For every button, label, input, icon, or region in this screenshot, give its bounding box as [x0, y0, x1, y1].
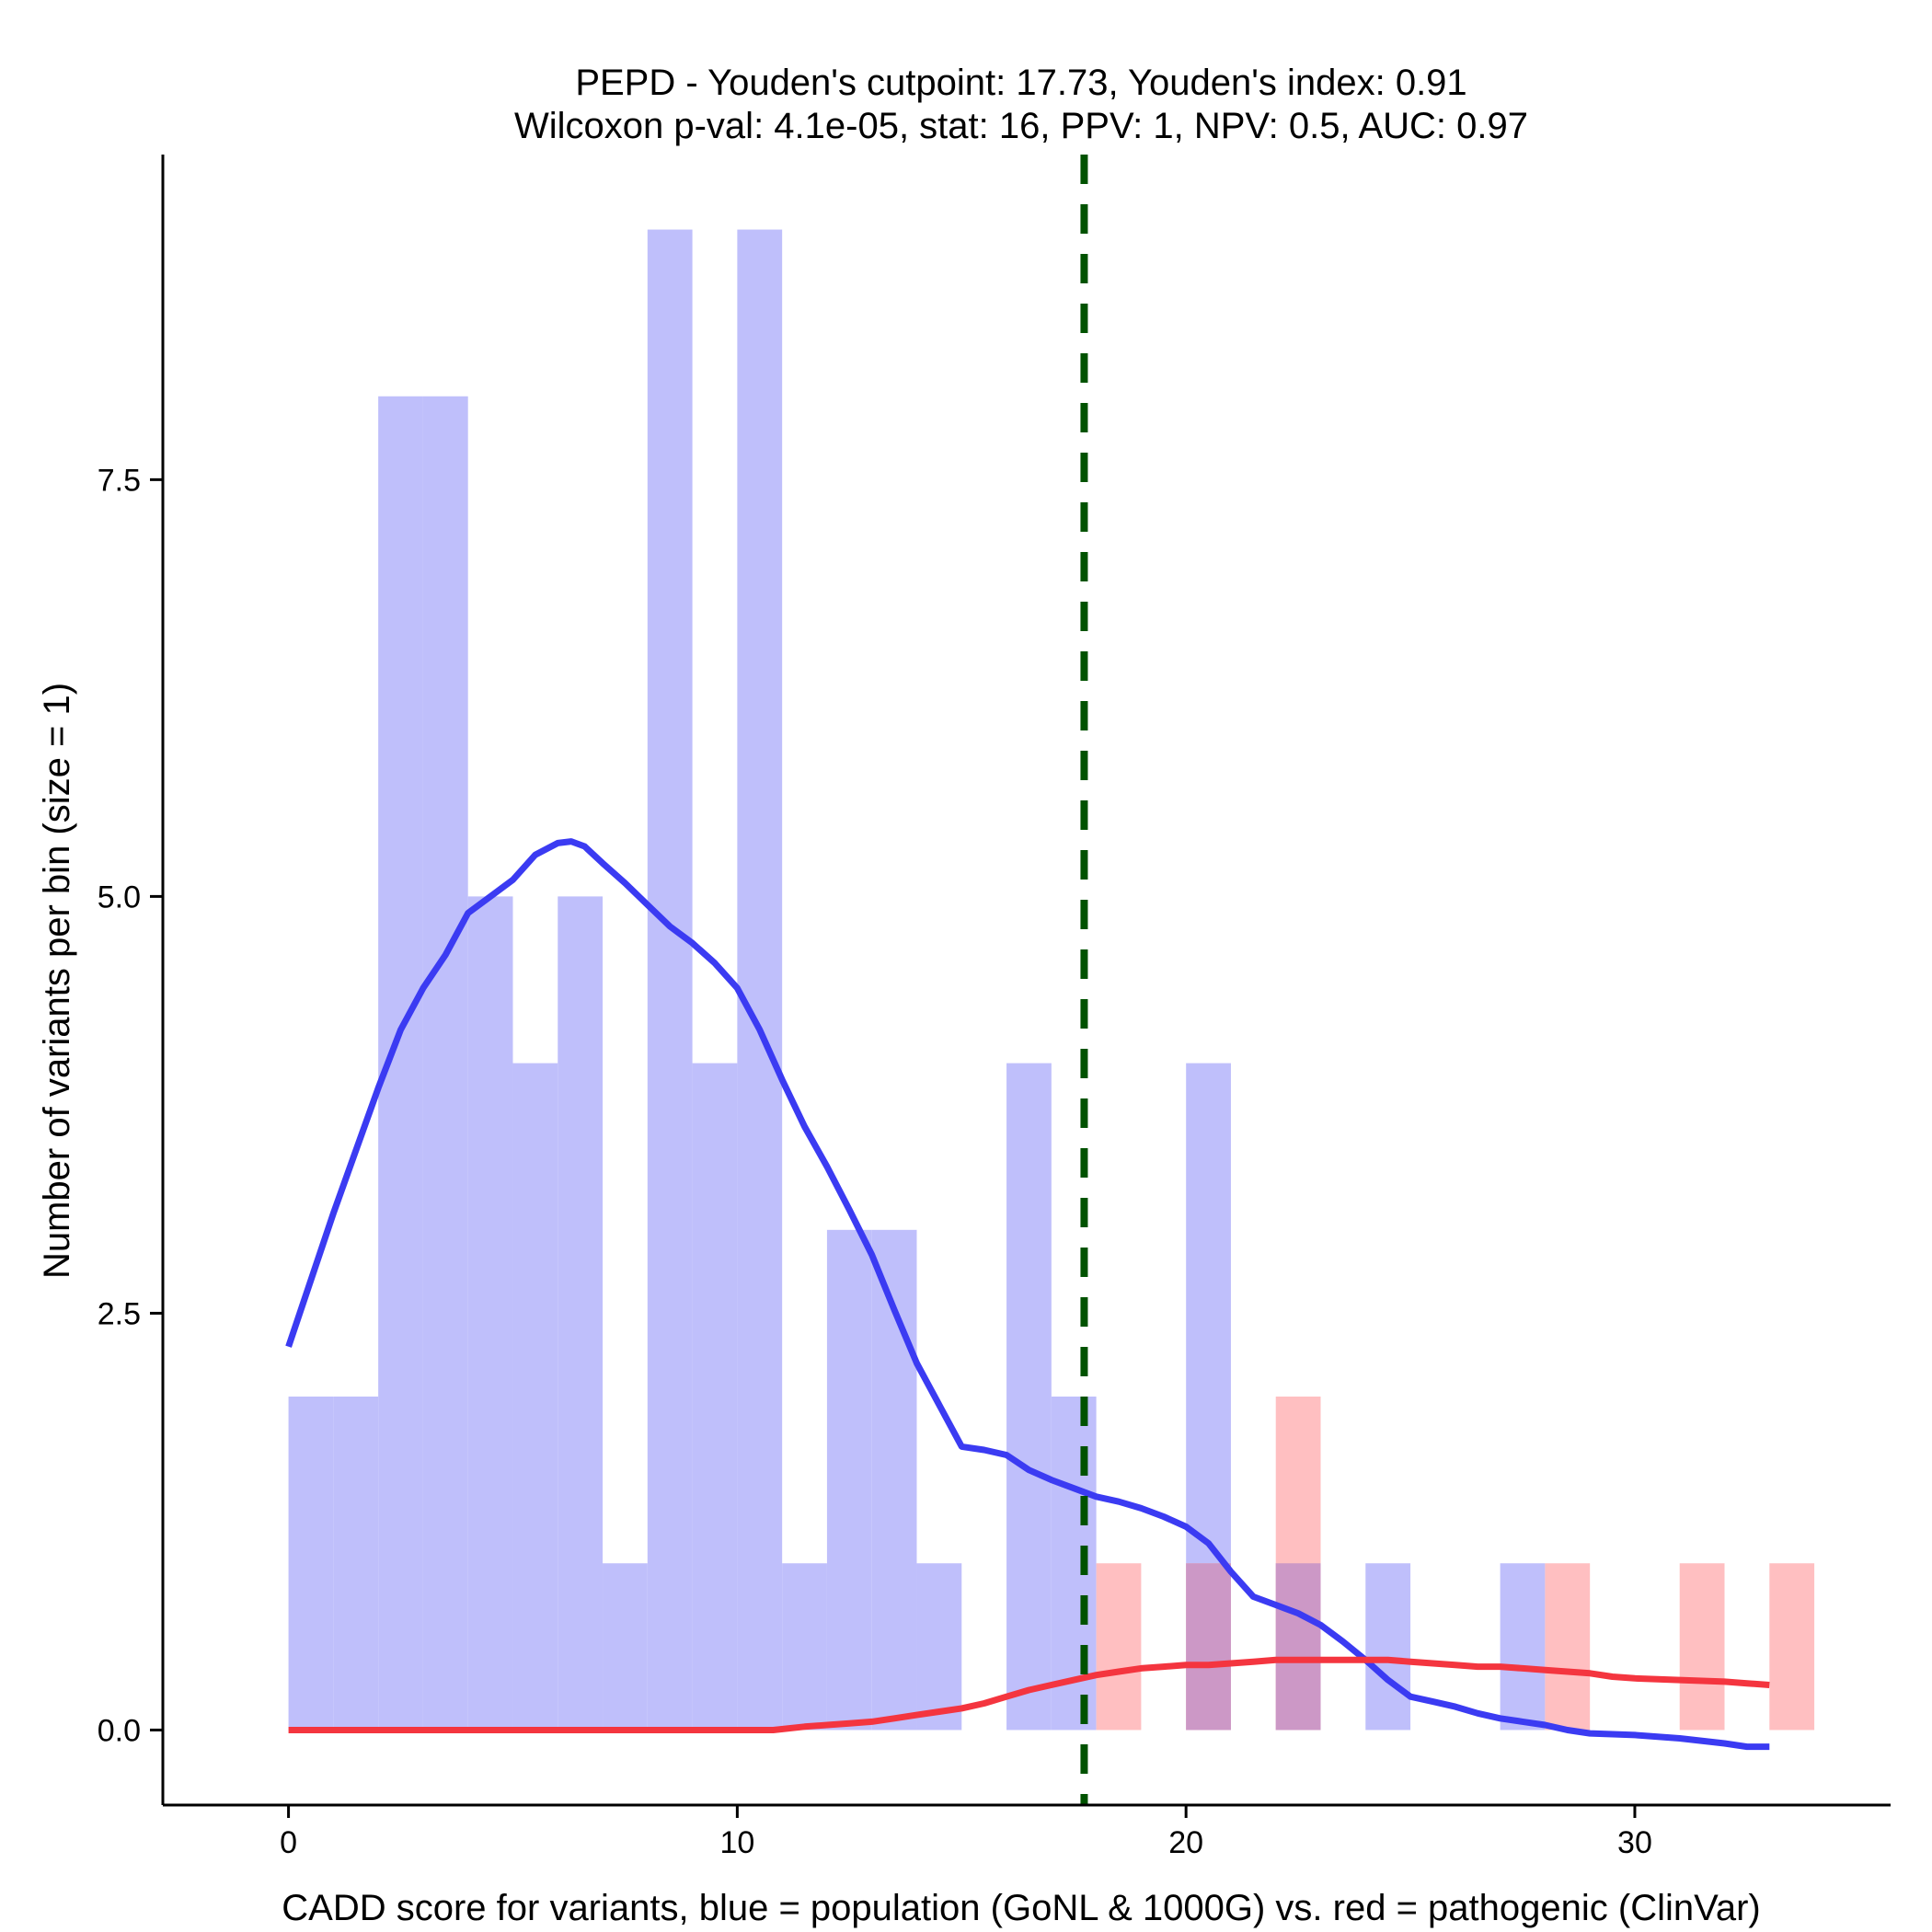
x-tick-label: 0 — [280, 1825, 297, 1860]
population-bar — [1500, 1563, 1546, 1731]
population-bar — [916, 1563, 962, 1731]
y-axis-ticks: 0.0 2.5 5.0 7.5 — [98, 463, 163, 1748]
population-bar — [558, 896, 604, 1731]
density-lines — [285, 838, 1770, 1751]
population-bar — [512, 1063, 558, 1731]
population-density-line — [285, 838, 1770, 1751]
y-tick-label: 7.5 — [98, 463, 141, 498]
population-bar — [782, 1563, 827, 1731]
overlap-bars — [1186, 1563, 1321, 1731]
population-bar — [288, 1397, 334, 1731]
overlap-bar — [1186, 1563, 1231, 1731]
population-bar — [603, 1563, 648, 1731]
y-tick-label: 2.5 — [98, 1296, 141, 1331]
x-tick-label: 10 — [719, 1825, 754, 1860]
population-bar — [692, 1063, 738, 1731]
x-axis-ticks: 0 10 20 30 — [280, 1805, 1652, 1860]
population-bar — [737, 229, 783, 1731]
population-bar — [826, 1229, 872, 1731]
y-tick-label: 5.0 — [98, 880, 141, 914]
population-bar — [1365, 1563, 1411, 1731]
x-axis-label: CADD score for variants, blue = populati… — [282, 1888, 1760, 1928]
pathogenic-bar — [1096, 1563, 1142, 1731]
pathogenic-density-line — [288, 1656, 1770, 1733]
population-bar — [422, 396, 468, 1731]
axes: 0 10 20 30 0.0 2.5 5.0 7.5 — [98, 155, 1891, 1860]
chart-subtitle: Wilcoxon p-val: 4.1e-05, stat: 16, PPV: … — [514, 106, 1528, 146]
population-bar — [1006, 1063, 1052, 1731]
overlap-bar — [1275, 1563, 1321, 1731]
chart-title: PEPD - Youden's cutpoint: 17.73, Youden'… — [575, 63, 1466, 103]
population-bar — [333, 1397, 379, 1731]
x-tick-label: 20 — [1168, 1825, 1203, 1860]
pathogenic-bar — [1769, 1563, 1815, 1731]
population-bars — [288, 229, 1546, 1731]
pathogenic-bar — [1679, 1563, 1725, 1731]
pathogenic-bar — [1545, 1563, 1591, 1731]
y-tick-label: 0.0 — [98, 1713, 141, 1748]
population-bar — [647, 229, 693, 1731]
population-bar — [467, 896, 513, 1731]
y-axis-label: Number of variants per bin (size = 1) — [37, 683, 77, 1279]
x-tick-label: 30 — [1617, 1825, 1652, 1860]
